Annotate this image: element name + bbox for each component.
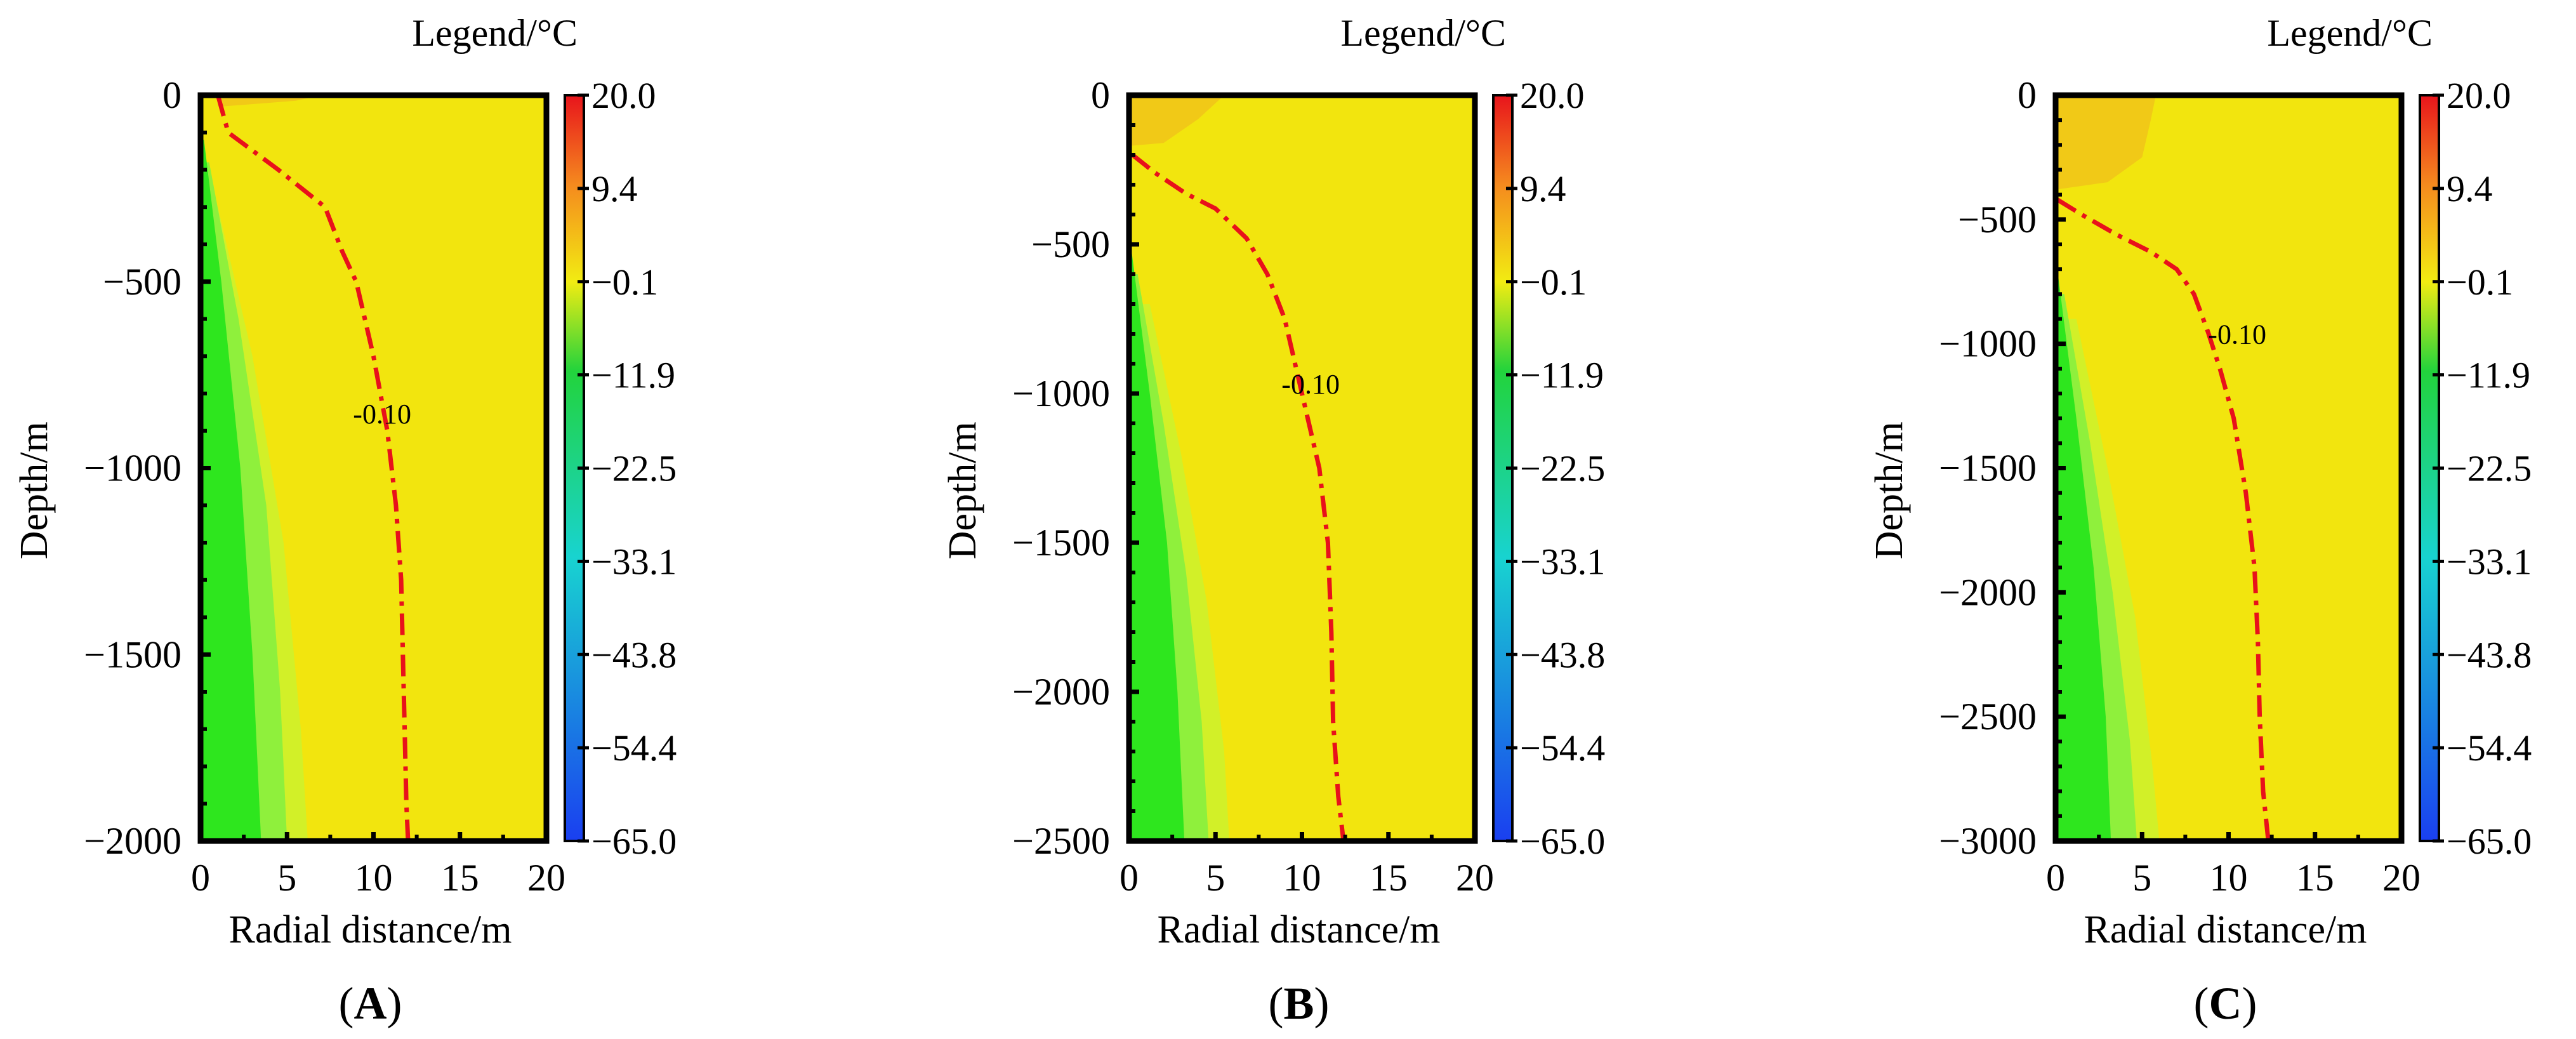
- panel-label: (B): [1269, 978, 1330, 1029]
- y-tick-label: −500: [1958, 199, 2037, 241]
- y-tick-label: −2500: [1012, 820, 1110, 862]
- y-tick-label: −3000: [1939, 820, 2037, 862]
- x-axis-label: Radial distance/m: [229, 908, 512, 951]
- contour-label: -0.10: [1281, 369, 1340, 400]
- colorbar-tick-label: −65.0: [2447, 821, 2532, 862]
- colorbar-tick-label: −54.4: [591, 727, 677, 769]
- colorbar-tick-label: 9.4: [591, 168, 638, 209]
- legend-title: Legend/°C: [1340, 12, 1506, 54]
- chart-panel-a: -0.10 0 5 10 15 20 0 −500 −1000 −1500 −2000 Radial …: [13, 12, 677, 1029]
- colorbar-tick-label: −0.1: [1520, 261, 1587, 303]
- colorbar-tick-label: −54.4: [2447, 727, 2532, 769]
- x-tick-label: 0: [2046, 857, 2065, 899]
- colorbar-tick-label: −11.9: [1520, 355, 1604, 396]
- colorbar-tick-label: −22.5: [1520, 448, 1605, 489]
- colorbar-tick-label: 20.0: [591, 75, 656, 116]
- y-tick-label: 0: [162, 74, 182, 116]
- cold-zone-green: [2056, 269, 2111, 842]
- colorbar-tick-label: −43.8: [2447, 634, 2532, 675]
- y-tick-label: −2000: [1939, 571, 2037, 613]
- x-tick-label: 10: [355, 857, 393, 899]
- colorbar-tick-label: −43.8: [591, 634, 677, 675]
- colorbar-tick-label: 20.0: [1520, 75, 1585, 116]
- chart-panel-c: -0.10 0 5 10 15 20 0 −500 −1000 −1500 −2000 −2500 −3…: [1868, 12, 2532, 1029]
- x-tick-label: 5: [2132, 857, 2151, 899]
- x-tick-label: 0: [191, 857, 210, 899]
- cold-zone-green: [1129, 244, 1185, 841]
- colorbar-tick-label: −0.1: [591, 261, 658, 303]
- y-tick-label: −1500: [1939, 447, 2037, 489]
- colorbar-tick-label: −33.1: [591, 541, 677, 582]
- colorbar-tick-label: −22.5: [591, 448, 677, 489]
- panel-label: (A): [339, 978, 402, 1029]
- y-axis-label: Depth/m: [13, 421, 56, 559]
- surface-warm-zone: [2056, 95, 2156, 190]
- colorbar-tick-label: −65.0: [591, 821, 677, 862]
- y-tick-label: 0: [2018, 74, 2037, 116]
- y-tick-label: −2500: [1939, 696, 2037, 738]
- y-tick-label: −1000: [84, 447, 182, 489]
- y-axis-label: Depth/m: [941, 421, 984, 559]
- colorbar-tick-label: −22.5: [2447, 448, 2532, 489]
- x-axis-label: Radial distance/m: [2084, 908, 2367, 951]
- x-tick-label: 0: [1120, 857, 1139, 899]
- y-tick-label: −2000: [84, 820, 182, 862]
- colorbar-tick-label: 9.4: [2447, 168, 2493, 209]
- x-axis-label: Radial distance/m: [1158, 908, 1441, 951]
- colorbar-tick-label: −11.9: [591, 355, 675, 396]
- panels: -0.10 0 5 10 15 20 0 −500 −1000 −1500 −2000 Radial …: [13, 12, 2532, 1029]
- y-tick-label: −500: [103, 261, 182, 303]
- colorbar-tick-label: −0.1: [2447, 261, 2513, 303]
- x-tick-label: 15: [2296, 857, 2334, 899]
- colorbar-tick-label: −33.1: [2447, 541, 2532, 582]
- x-tick-label: 5: [277, 857, 296, 899]
- legend-title: Legend/°C: [412, 12, 578, 54]
- contour-line: [2056, 197, 2271, 842]
- colorbar-tick-label: −65.0: [1520, 821, 1605, 862]
- y-tick-label: −500: [1031, 223, 1110, 265]
- colorbar-tick-label: −43.8: [1520, 634, 1605, 675]
- cold-zone-green: [201, 140, 261, 841]
- contour-line: [1131, 153, 1346, 842]
- contour-label: -0.10: [353, 399, 411, 430]
- x-tick-label: 20: [1456, 857, 1494, 899]
- chart-panel-b: -0.10 0 5 10 15 20 0 −500 −1000 −1500 −2000 −2500 Ra…: [941, 12, 1605, 1029]
- colorbar-tick-label: 9.4: [1520, 168, 1566, 209]
- panel-label: (C): [2194, 978, 2257, 1029]
- x-tick-label: 20: [527, 857, 565, 899]
- x-tick-label: 15: [1370, 857, 1408, 899]
- y-tick-label: −1000: [1939, 323, 2037, 365]
- y-tick-label: −1000: [1012, 373, 1110, 414]
- y-tick-label: −2000: [1012, 671, 1110, 713]
- y-tick-label: −1500: [1012, 522, 1110, 564]
- legend-title: Legend/°C: [2267, 12, 2433, 54]
- colorbar-tick-label: −54.4: [1520, 727, 1605, 769]
- colorbar-tick-label: −11.9: [2447, 355, 2530, 396]
- colorbar-tick-label: −33.1: [1520, 541, 1605, 582]
- x-tick-label: 20: [2382, 857, 2421, 899]
- x-tick-label: 10: [1283, 857, 1321, 899]
- y-tick-label: −1500: [84, 633, 182, 675]
- surface-warm-zone: [1129, 95, 1224, 146]
- y-tick-label: 0: [1091, 74, 1110, 116]
- x-tick-label: 15: [441, 857, 479, 899]
- y-axis-label: Depth/m: [1868, 421, 1911, 559]
- contour-label: -0.10: [2208, 319, 2266, 350]
- x-tick-label: 5: [1206, 857, 1225, 899]
- colorbar-tick-label: 20.0: [2447, 75, 2511, 116]
- x-tick-label: 10: [2210, 857, 2248, 899]
- contour-line: [215, 95, 411, 842]
